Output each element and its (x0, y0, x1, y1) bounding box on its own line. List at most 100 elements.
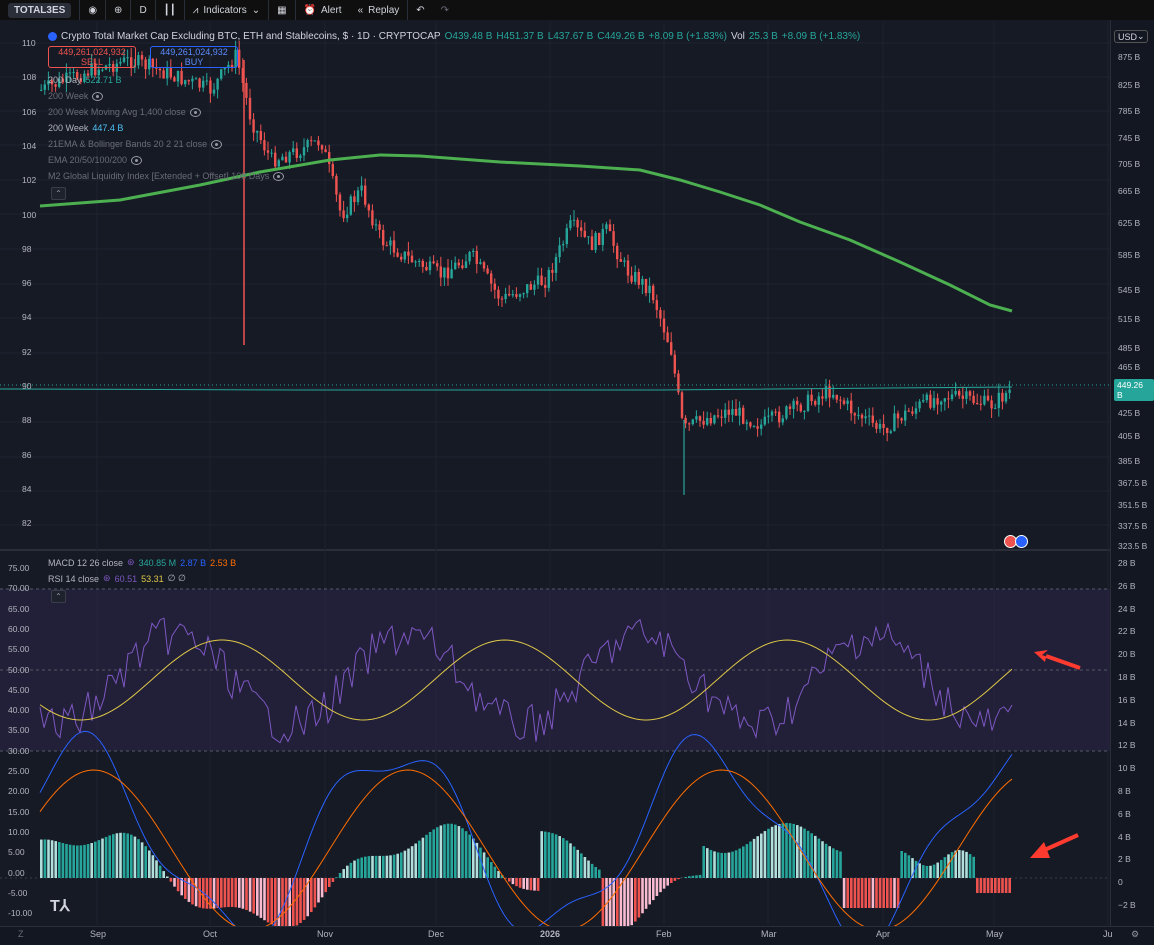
macd-line (40, 731, 1012, 944)
candle-body (209, 80, 211, 93)
macd-histogram-bar (166, 876, 169, 878)
candle-body (198, 78, 200, 87)
macd-histogram-bar (933, 865, 936, 878)
macd-histogram-bar (303, 878, 306, 920)
right-scale-tick: 367.5 B (1118, 478, 1147, 488)
macd-histogram-bar (1005, 878, 1008, 893)
right-scale-tick: 351.5 B (1118, 500, 1147, 510)
time-axis-label: Dec (428, 929, 444, 939)
indicator-200-day[interactable]: 200 Day 522.71 B (48, 75, 122, 85)
hidden-eye-icon[interactable] (273, 172, 284, 181)
macd-histogram-bar (926, 866, 929, 878)
last-price-tag: 449.26 B (1114, 379, 1154, 401)
macd-histogram-bar (40, 840, 43, 878)
indicator-200-week-ma[interactable]: 200 Week Moving Avg 1,400 close (48, 107, 201, 117)
hidden-eye-icon[interactable] (211, 140, 222, 149)
hidden-eye-icon[interactable] (190, 108, 201, 117)
macd-legend[interactable]: MACD 12 26 close ⊛ 340.85 M 2.87 B 2.53 … (48, 557, 236, 568)
candle-body (792, 401, 794, 409)
macd-histogram-bar (69, 845, 72, 878)
collapse-legend-button[interactable]: ⌃ (51, 187, 66, 200)
indicator-21ema-bollinger[interactable]: 21EMA & Bollinger Bands 20 2 21 close (48, 139, 222, 149)
macd-histogram-bar (335, 877, 338, 878)
macd-histogram-bar (861, 878, 864, 908)
candle-body (551, 270, 553, 273)
macd-histogram-bar (832, 848, 835, 878)
candle-body (742, 408, 744, 424)
macd-histogram-bar (774, 825, 777, 878)
macd-histogram-bar (76, 845, 79, 878)
macd-histogram-bar (864, 878, 867, 908)
macd-histogram-bar (116, 833, 119, 878)
candle-body (144, 59, 146, 69)
macd-histogram-bar (951, 852, 954, 878)
collapse-pane-legend-button[interactable]: ⌃ (51, 590, 66, 603)
candle-body (252, 119, 254, 132)
candle-body (476, 251, 478, 264)
candle-body (951, 394, 953, 399)
hidden-eye-icon[interactable] (131, 156, 142, 165)
candle-body (245, 83, 247, 98)
macd-histogram-bar (580, 853, 583, 878)
candle-body (962, 396, 964, 399)
candle-body (911, 411, 913, 413)
candle-body (562, 244, 564, 245)
candle-body (983, 396, 985, 405)
buy-button[interactable]: 449,261,024,932 BUY (150, 46, 238, 68)
macd-histogram-bar (108, 835, 111, 878)
pane2-left-tick: 25.00 (8, 766, 29, 776)
candle-body (504, 294, 506, 299)
macd-histogram-bar (875, 878, 878, 908)
candle-body (753, 426, 755, 427)
candle-body (749, 422, 751, 426)
candle-body (648, 286, 650, 293)
currency-selector[interactable]: USD⌄ (1114, 30, 1148, 43)
indicator-m2-liquidity[interactable]: M2 Global Liquidity Index [Extended + Of… (48, 171, 284, 181)
hidden-eye-icon[interactable] (92, 92, 103, 101)
candle-body (695, 416, 697, 419)
settings-icon[interactable]: ⊛ (103, 573, 111, 584)
candle-body (609, 224, 611, 231)
macd-histogram-bar (530, 878, 533, 890)
candle-body (645, 279, 647, 293)
candle-body (828, 386, 830, 398)
macd-histogram-bar (666, 878, 669, 886)
pane2-left-tick: 70.00 (8, 583, 29, 593)
indicator-ema-ribbon[interactable]: EMA 20/50/100/200 (48, 155, 142, 165)
macd-histogram-bar (756, 836, 759, 878)
zoom-icon[interactable]: Z (18, 929, 24, 939)
candle-body (141, 55, 143, 59)
macd-histogram-bar (702, 846, 705, 878)
rsi-legend[interactable]: RSI 14 close ⊛ 60.51 53.31 ∅ ∅ (48, 573, 186, 584)
candle-body (450, 269, 452, 278)
currency-label: USD (1118, 32, 1137, 42)
pane2-left-tick: 10.00 (8, 827, 29, 837)
candle-body (483, 262, 485, 268)
right-scale-tick: 485 B (1118, 343, 1140, 353)
us-event-icon-2[interactable] (1015, 535, 1028, 548)
macd-histogram-bar (630, 878, 633, 925)
sell-button[interactable]: 449,261,024,932 SELL (48, 46, 136, 68)
indicator-200-week[interactable]: 200 Week 447.4 B (48, 123, 123, 133)
left-scale-tick: 94 (22, 312, 31, 322)
macd-histogram-bar (105, 837, 108, 878)
right-scale-tick: 515 B (1118, 314, 1140, 324)
candle-body (641, 279, 643, 285)
macd-histogram-bar (674, 878, 677, 881)
macd-histogram-bar (764, 831, 767, 878)
candle-body (454, 263, 456, 270)
right-scale-tick: 665 B (1118, 186, 1140, 196)
candle-body (288, 152, 290, 162)
macd-histogram-bar (296, 878, 299, 925)
ohlc-open: O439.48 B (445, 31, 493, 42)
indicator-200-week-hidden[interactable]: 200 Week (48, 91, 103, 101)
settings-gear-icon[interactable]: ⚙ (1131, 929, 1139, 940)
macd-histogram-bar (965, 852, 968, 878)
macd-histogram-bar (245, 878, 248, 910)
candle-body (555, 257, 557, 273)
settings-icon[interactable]: ⊛ (127, 557, 135, 568)
candle-body (922, 400, 924, 401)
macd-histogram-bar (274, 878, 277, 926)
candle-body (558, 245, 560, 257)
